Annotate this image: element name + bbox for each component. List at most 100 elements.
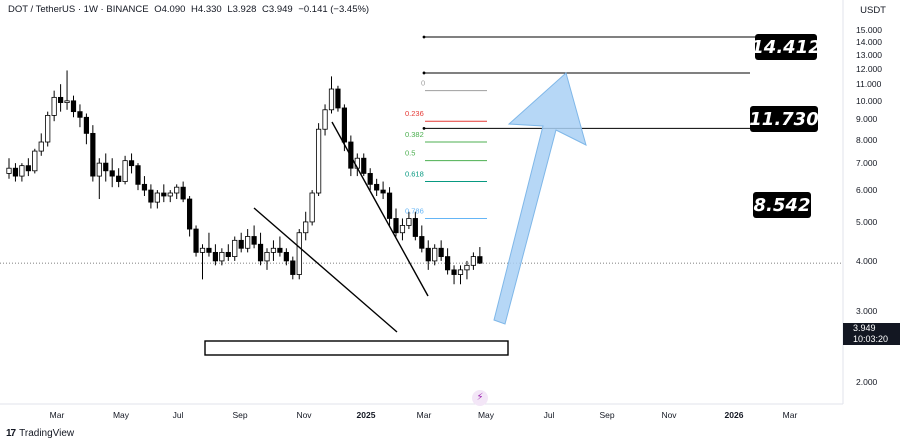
candle-body: [206, 247, 212, 253]
candle: [386, 187, 393, 226]
candle: [232, 236, 238, 261]
candle-body: [116, 175, 122, 182]
candle: [322, 104, 328, 136]
candle: [180, 181, 186, 203]
candle: [45, 111, 51, 147]
tradingview-footer[interactable]: 17 TradingView: [6, 428, 74, 439]
candle-body: [77, 111, 83, 118]
wedge-upper-line: [331, 121, 429, 297]
candle-body: [380, 189, 386, 194]
candle-body: [45, 115, 51, 143]
candle-body: [399, 225, 406, 234]
y-tick-label: 6.000: [856, 185, 878, 195]
candle: [19, 163, 25, 182]
x-tick-label: Mar: [783, 410, 798, 420]
candle: [425, 240, 431, 270]
candle: [219, 248, 225, 266]
drawings: 0 0.236 0.382 0.5 0.618 0.786: [204, 35, 755, 356]
support-zone: [204, 340, 509, 356]
candle: [186, 195, 193, 237]
x-tick-label: Jul: [173, 410, 184, 420]
y-tick-label: 8.000: [856, 135, 878, 145]
candle-body: [393, 218, 399, 234]
candle: [277, 236, 283, 257]
x-tick-label: May: [478, 410, 495, 420]
candle: [270, 240, 277, 261]
candle-body: [432, 247, 438, 262]
candle-body: [25, 165, 31, 172]
candle: [122, 155, 128, 185]
candle-body: [83, 116, 89, 134]
y-tick-label: 11.000: [856, 79, 882, 89]
current-price-tag: 3.949 10:03:20: [843, 323, 900, 345]
candle: [432, 244, 438, 266]
candle: [154, 190, 160, 209]
x-tick-label: 2026: [725, 410, 744, 420]
candle: [90, 125, 96, 182]
candle-body: [257, 243, 264, 262]
currency-label[interactable]: USDT: [860, 5, 886, 16]
x-tick-label: May: [113, 410, 130, 420]
y-tick-label: 2.000: [856, 377, 878, 387]
y-tick-label: 12.000: [856, 64, 882, 74]
x-tick-label: Sep: [232, 410, 247, 420]
candle: [361, 153, 367, 177]
x-tick-label: Jul: [544, 410, 555, 420]
candle: [141, 176, 148, 196]
candle: [161, 184, 167, 203]
candle: [77, 104, 83, 128]
candle-body: [122, 160, 128, 182]
candle: [206, 232, 212, 257]
candle-body: [477, 256, 483, 264]
candle: [51, 90, 57, 122]
y-tick-label: 10.000: [856, 96, 882, 106]
candle-body: [51, 96, 57, 116]
fib-level-label: 0.786: [405, 206, 424, 215]
candle: [412, 211, 418, 241]
candle: [406, 211, 412, 230]
candle-body: [96, 162, 102, 177]
open-value: O4.090: [154, 4, 186, 15]
candle: [283, 248, 289, 266]
candle-body: [386, 192, 393, 219]
lightning-icon[interactable]: ⚡: [472, 390, 488, 406]
candle: [116, 168, 122, 188]
candle-body: [367, 173, 373, 185]
bar-countdown: 10:03:20: [853, 334, 889, 344]
fib-level-label: 0.5: [405, 149, 415, 158]
candle-body: [425, 247, 431, 262]
candle-body: [328, 88, 335, 111]
candle-body: [32, 150, 38, 172]
candle: [374, 178, 380, 196]
candle-body: [296, 232, 302, 275]
candle: [309, 190, 315, 226]
candle-body: [341, 107, 348, 143]
candle-body: [335, 88, 341, 109]
change-value: −0.141 (−3.45%): [298, 4, 370, 15]
wedge-lower-line: [253, 207, 398, 333]
y-tick-label: 15.000: [856, 25, 882, 35]
candle: [380, 181, 386, 200]
candle-body: [457, 269, 464, 275]
candle: [477, 247, 483, 264]
candle: [70, 95, 77, 118]
candle-body: [90, 132, 96, 177]
candle-body: [412, 218, 418, 237]
candle-body: [309, 192, 315, 223]
candle-body: [406, 218, 412, 226]
candle: [212, 244, 218, 266]
low-value: L3.928: [227, 4, 257, 15]
fib-level-label: 0.382: [405, 130, 424, 139]
candle: [367, 168, 373, 191]
y-tick-label: 13.000: [856, 50, 882, 60]
candles: [6, 70, 483, 285]
candle-body: [464, 264, 470, 271]
y-tick-label: 14.000: [856, 37, 882, 47]
candle: [315, 123, 322, 196]
candle-body: [238, 239, 244, 249]
candle: [328, 76, 335, 114]
fib-level-label: 0.236: [405, 109, 424, 118]
candle: [457, 265, 464, 285]
candle: [264, 248, 270, 270]
